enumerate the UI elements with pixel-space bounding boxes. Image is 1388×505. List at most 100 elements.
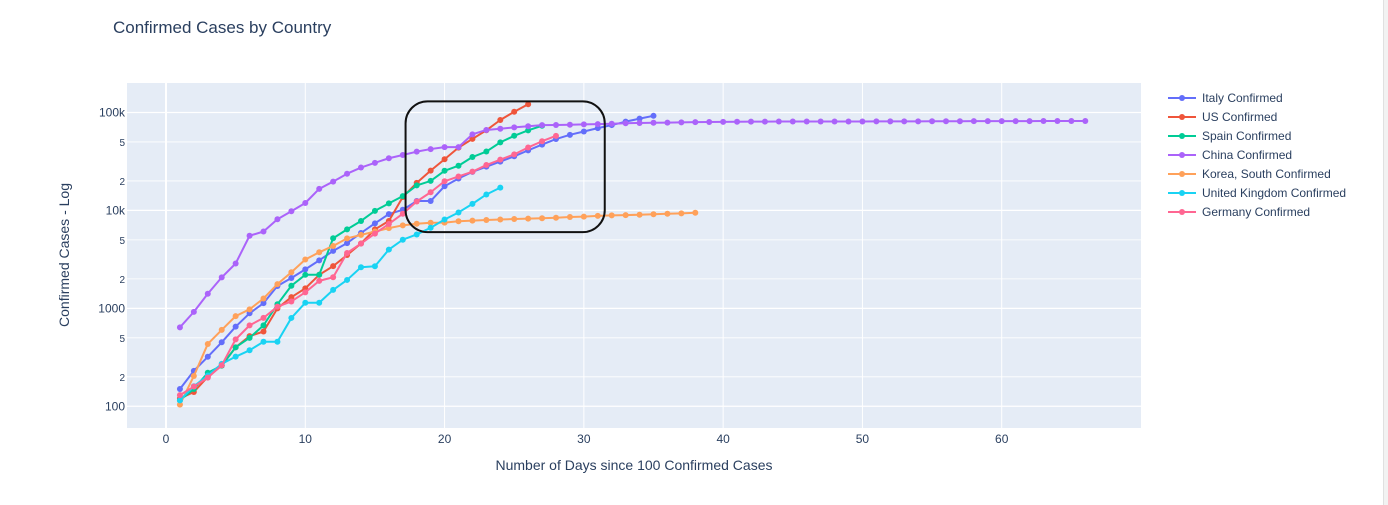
- data-point: [427, 219, 434, 226]
- data-point: [441, 216, 448, 223]
- legend-swatch-marker: [1179, 114, 1185, 120]
- data-point: [302, 266, 309, 273]
- data-point: [288, 314, 295, 321]
- data-point: [720, 118, 727, 125]
- x-tick-label: 10: [299, 432, 313, 446]
- data-point: [525, 123, 532, 130]
- data-point: [413, 182, 420, 189]
- y-minor-tick-label: 5: [119, 138, 125, 149]
- data-point: [441, 183, 448, 190]
- data-point: [1012, 118, 1019, 125]
- y-tick-label: 100: [105, 399, 125, 413]
- data-point: [525, 101, 532, 108]
- y-minor-tick-label: 2: [119, 275, 125, 286]
- data-point: [385, 200, 392, 207]
- data-point: [371, 207, 378, 214]
- data-point: [246, 306, 253, 313]
- data-point: [176, 324, 183, 331]
- x-tick-label: 60: [995, 432, 1009, 446]
- x-tick-label: 40: [716, 432, 730, 446]
- series-germany-confirmed: [176, 132, 559, 399]
- data-point: [650, 211, 657, 218]
- data-point: [358, 264, 364, 271]
- data-point: [469, 200, 476, 207]
- data-point: [497, 184, 504, 191]
- data-point: [497, 216, 504, 223]
- legend-swatch-marker: [1179, 95, 1185, 101]
- data-point: [260, 338, 267, 345]
- data-point: [441, 178, 448, 185]
- data-point: [761, 118, 768, 125]
- data-point: [246, 334, 253, 341]
- legend-item[interactable]: Germany Confirmed: [1168, 205, 1310, 219]
- data-point: [190, 372, 197, 379]
- data-point: [218, 362, 225, 369]
- data-point: [385, 220, 392, 227]
- data-point: [260, 328, 267, 335]
- data-point: [539, 215, 546, 222]
- data-point: [650, 119, 657, 126]
- data-point: [511, 124, 518, 131]
- data-point: [344, 170, 351, 177]
- data-point: [943, 118, 949, 125]
- data-point: [232, 313, 239, 320]
- data-point: [218, 274, 225, 281]
- data-point: [511, 216, 518, 223]
- data-point: [399, 210, 406, 217]
- data-point: [427, 177, 434, 184]
- data-point: [274, 281, 281, 288]
- plot-area: [127, 83, 1141, 428]
- legend-label: Korea, South Confirmed: [1202, 167, 1331, 181]
- data-point: [580, 213, 587, 220]
- data-point: [566, 213, 573, 220]
- data-point: [580, 121, 587, 128]
- data-point: [483, 217, 490, 224]
- data-point: [441, 167, 448, 174]
- data-point: [288, 275, 295, 282]
- data-point: [455, 173, 462, 180]
- data-point: [399, 236, 406, 243]
- data-point: [427, 198, 434, 205]
- legend-swatch-marker: [1179, 209, 1185, 215]
- data-point: [664, 119, 671, 126]
- data-point: [901, 118, 908, 125]
- y-axis-title: Confirmed Cases - Log: [56, 183, 72, 327]
- data-point: [260, 295, 267, 302]
- data-point: [441, 156, 448, 163]
- data-point: [344, 249, 351, 256]
- data-point: [330, 263, 337, 270]
- data-point: [232, 323, 239, 330]
- data-point: [831, 118, 838, 125]
- data-point: [803, 118, 810, 125]
- data-point: [636, 211, 643, 218]
- data-point: [539, 122, 546, 129]
- grid-layer: [127, 83, 1141, 428]
- data-point: [483, 148, 490, 155]
- data-point: [441, 144, 448, 151]
- data-point: [204, 353, 211, 360]
- data-point: [497, 139, 504, 146]
- legend-item[interactable]: China Confirmed: [1168, 148, 1292, 162]
- data-point: [539, 138, 546, 145]
- data-point: [260, 228, 267, 235]
- legend[interactable]: Italy Confirmed US Confirmed Spain Confirm…: [1168, 91, 1346, 219]
- legend-item[interactable]: United Kingdom Confirmed: [1168, 186, 1346, 200]
- data-point: [344, 226, 351, 233]
- data-point: [302, 299, 309, 306]
- data-point: [455, 218, 462, 225]
- data-point: [358, 217, 364, 224]
- data-point: [288, 298, 295, 305]
- data-point: [497, 156, 504, 163]
- data-point: [330, 286, 337, 293]
- data-point: [748, 118, 754, 125]
- x-tick-label: 30: [577, 432, 591, 446]
- legend-item[interactable]: Korea, South Confirmed: [1168, 167, 1331, 181]
- legend-item[interactable]: Italy Confirmed: [1168, 91, 1283, 105]
- legend-item[interactable]: Spain Confirmed: [1168, 129, 1291, 143]
- y-tick-label: 10k: [106, 203, 126, 217]
- y-tick-label: 100k: [99, 105, 126, 119]
- legend-item[interactable]: US Confirmed: [1168, 110, 1277, 124]
- legend-swatch-marker: [1179, 190, 1185, 196]
- legend-swatch-marker: [1179, 152, 1185, 158]
- data-point: [455, 162, 462, 169]
